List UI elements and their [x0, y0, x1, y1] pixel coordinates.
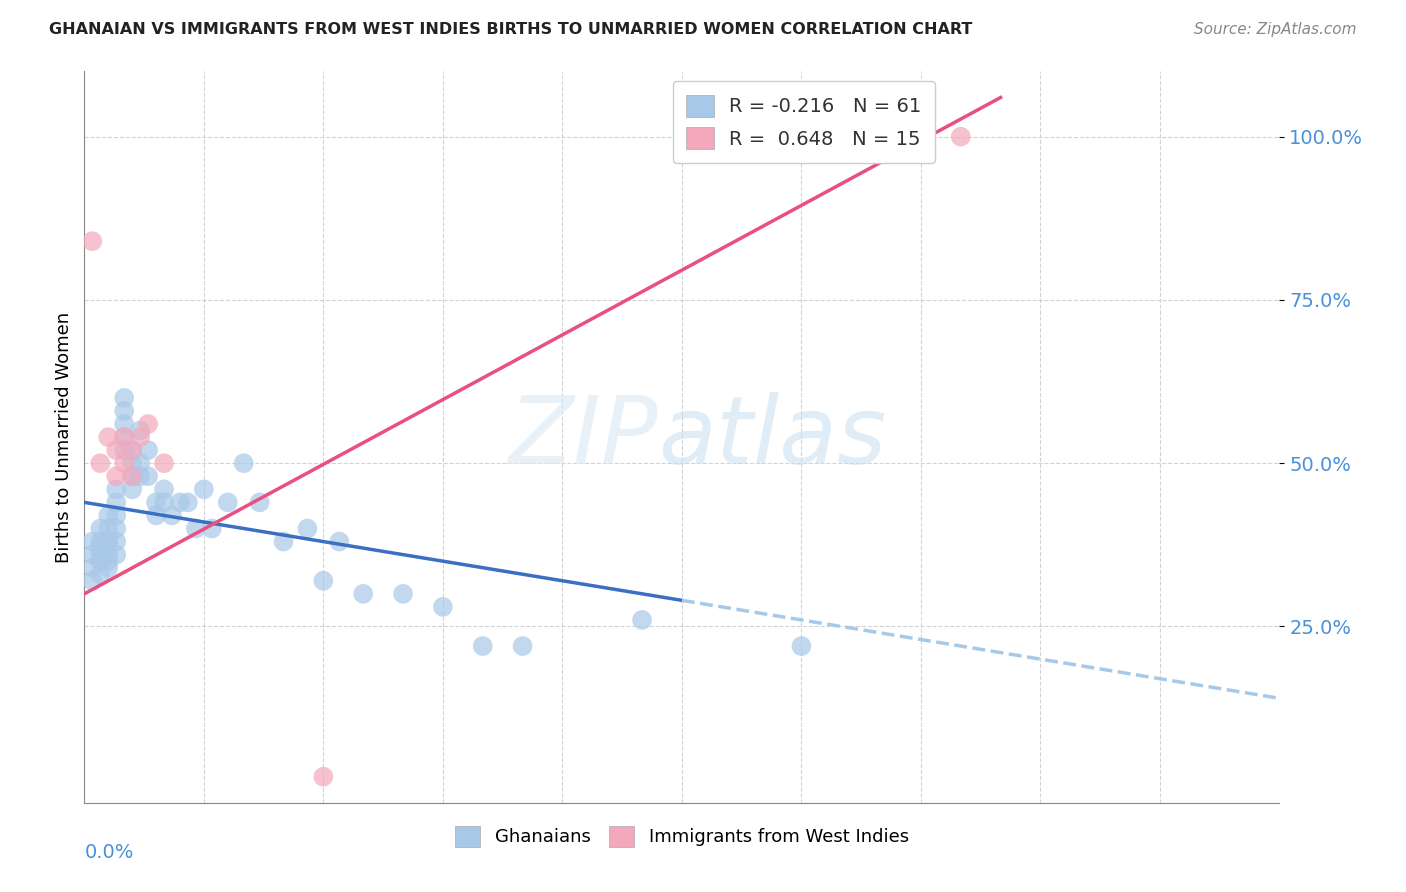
- Point: [112, 404, 135, 418]
- Point: [121, 483, 143, 497]
- Text: ZIP: ZIP: [509, 392, 658, 483]
- Point: [121, 456, 143, 470]
- Point: [89, 541, 111, 555]
- Text: GHANAIAN VS IMMIGRANTS FROM WEST INDIES BIRTHS TO UNMARRIED WOMEN CORRELATION CH: GHANAIAN VS IMMIGRANTS FROM WEST INDIES …: [49, 22, 973, 37]
- Point: [112, 443, 135, 458]
- Point: [129, 430, 152, 444]
- Point: [273, 534, 295, 549]
- Point: [432, 599, 454, 614]
- Point: [121, 443, 143, 458]
- Point: [82, 534, 104, 549]
- Point: [153, 483, 176, 497]
- Point: [97, 534, 120, 549]
- Point: [631, 613, 654, 627]
- Point: [112, 430, 135, 444]
- Point: [82, 548, 104, 562]
- Point: [97, 430, 120, 444]
- Point: [89, 534, 111, 549]
- Point: [105, 483, 128, 497]
- Point: [97, 534, 120, 549]
- Point: [105, 495, 128, 509]
- Point: [145, 508, 167, 523]
- Point: [105, 548, 128, 562]
- Point: [312, 770, 335, 784]
- Y-axis label: Births to Unmarried Women: Births to Unmarried Women: [55, 311, 73, 563]
- Point: [105, 508, 128, 523]
- Text: atlas: atlas: [658, 392, 886, 483]
- Point: [201, 521, 224, 535]
- Point: [121, 469, 143, 483]
- Point: [121, 469, 143, 483]
- Point: [184, 521, 207, 535]
- Point: [129, 456, 152, 470]
- Point: [82, 574, 104, 588]
- Point: [136, 469, 159, 483]
- Point: [121, 443, 143, 458]
- Point: [129, 469, 152, 483]
- Point: [153, 495, 176, 509]
- Point: [112, 456, 135, 470]
- Point: [790, 639, 813, 653]
- Point: [97, 554, 120, 568]
- Point: [105, 443, 128, 458]
- Point: [89, 548, 111, 562]
- Point: [471, 639, 494, 653]
- Point: [112, 391, 135, 405]
- Point: [112, 430, 135, 444]
- Point: [710, 129, 733, 144]
- Point: [105, 469, 128, 483]
- Point: [249, 495, 271, 509]
- Point: [512, 639, 534, 653]
- Point: [392, 587, 415, 601]
- Point: [169, 495, 191, 509]
- Point: [82, 234, 104, 248]
- Point: [129, 424, 152, 438]
- Point: [217, 495, 239, 509]
- Point: [136, 417, 159, 431]
- Point: [112, 417, 135, 431]
- Point: [105, 521, 128, 535]
- Point: [352, 587, 374, 601]
- Point: [97, 508, 120, 523]
- Text: 0.0%: 0.0%: [84, 843, 134, 862]
- Point: [82, 560, 104, 574]
- Point: [153, 456, 176, 470]
- Point: [89, 456, 111, 470]
- Point: [328, 534, 350, 549]
- Point: [97, 560, 120, 574]
- Point: [136, 443, 159, 458]
- Point: [193, 483, 215, 497]
- Point: [89, 521, 111, 535]
- Point: [949, 129, 972, 144]
- Point: [97, 548, 120, 562]
- Point: [232, 456, 254, 470]
- Point: [89, 567, 111, 582]
- Point: [105, 534, 128, 549]
- Point: [297, 521, 319, 535]
- Point: [145, 495, 167, 509]
- Point: [160, 508, 183, 523]
- Point: [97, 521, 120, 535]
- Point: [177, 495, 200, 509]
- Legend: Ghanaians, Immigrants from West Indies: Ghanaians, Immigrants from West Indies: [446, 817, 918, 856]
- Text: Source: ZipAtlas.com: Source: ZipAtlas.com: [1194, 22, 1357, 37]
- Point: [89, 554, 111, 568]
- Point: [312, 574, 335, 588]
